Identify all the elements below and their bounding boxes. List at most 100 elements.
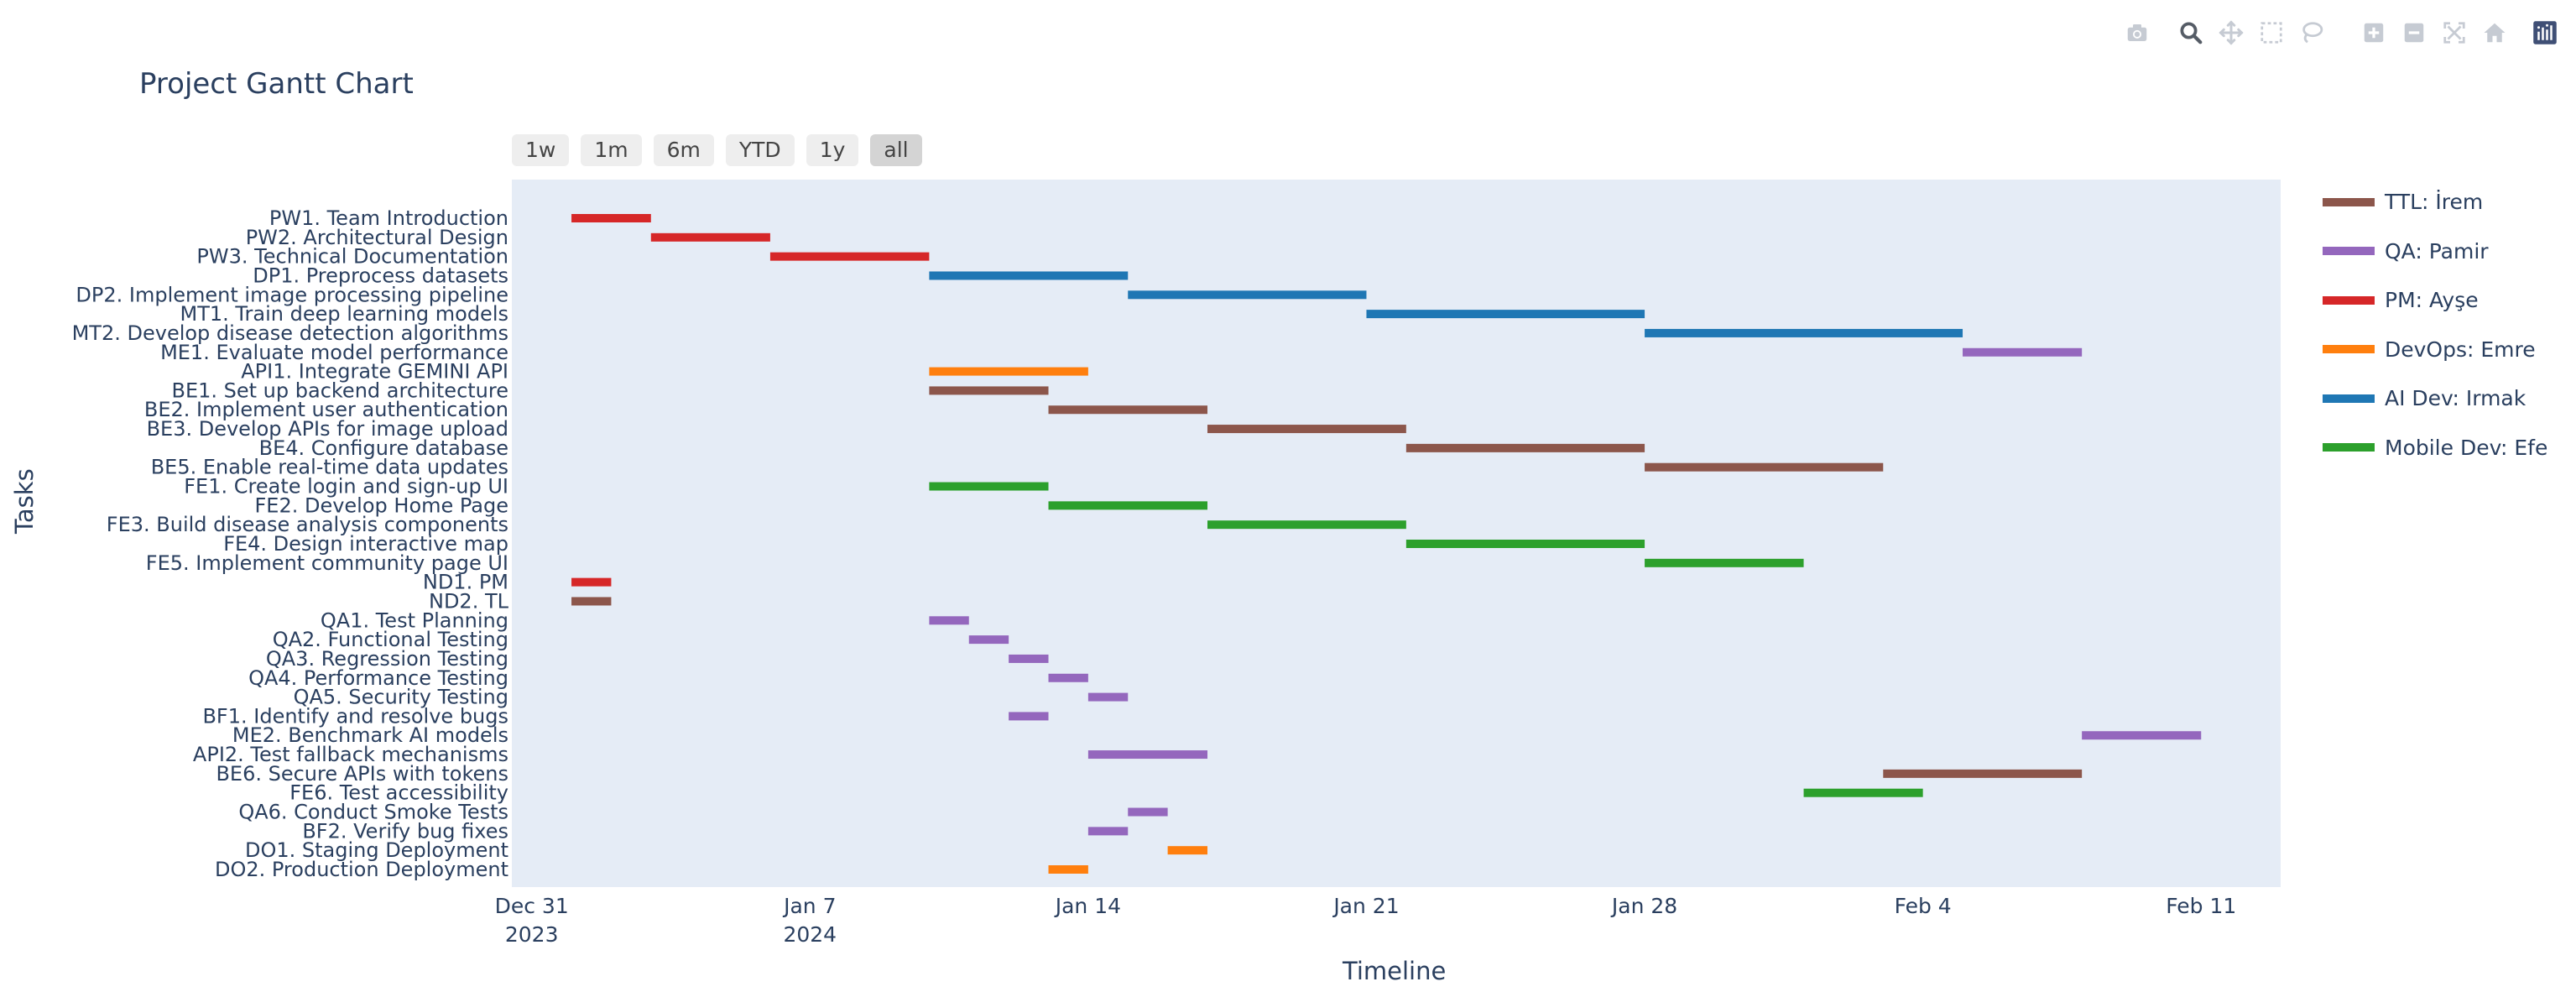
legend-item[interactable]: QA: Pamir — [2323, 239, 2489, 264]
gantt-bar[interactable] — [2082, 731, 2202, 740]
task-label: BE6. Secure APIs with tokens — [216, 762, 508, 786]
plotly-logo-icon[interactable] — [2531, 18, 2559, 47]
gantt-bar[interactable] — [968, 635, 1009, 645]
task-label: BF2. Verify bug fixes — [302, 819, 508, 843]
legend-item[interactable]: PM: Ayşe — [2323, 288, 2479, 312]
task-label: QA4. Performance Testing — [248, 666, 508, 690]
legend-swatch — [2323, 197, 2375, 206]
gantt-bar[interactable] — [1645, 558, 1804, 567]
chart-title: Project Gantt Chart — [139, 67, 414, 101]
autoscale-icon[interactable] — [2440, 18, 2469, 47]
gantt-bar[interactable] — [1645, 328, 1963, 337]
task-label: DP1. Preprocess datasets — [253, 264, 508, 287]
range-button-all[interactable]: all — [870, 134, 922, 166]
task-label: QA6. Conduct Smoke Tests — [238, 801, 508, 824]
gantt-bar[interactable] — [1207, 425, 1406, 434]
task-label: PW3. Technical Documentation — [196, 245, 508, 269]
gantt-bar[interactable] — [1883, 769, 2083, 778]
task-label: BE4. Configure database — [259, 436, 508, 460]
gantt-bar[interactable] — [1207, 520, 1406, 530]
range-button-ytd[interactable]: YTD — [725, 134, 795, 166]
task-label: BF1. Identify and resolve bugs — [202, 704, 508, 728]
task-label: ND1. PM — [423, 571, 508, 594]
gantt-bar[interactable] — [1048, 865, 1088, 874]
gantt-bar[interactable] — [571, 577, 612, 587]
x-tick-year-label: 2024 — [783, 922, 837, 947]
gantt-bar[interactable] — [1963, 347, 2083, 357]
legend-swatch — [2323, 345, 2375, 353]
task-label: QA2. Functional Testing — [273, 628, 508, 651]
plot-area[interactable] — [512, 180, 2281, 887]
gantt-bar[interactable] — [1366, 310, 1645, 319]
range-button-1w[interactable]: 1w — [512, 134, 570, 166]
gantt-bar[interactable] — [1128, 290, 1367, 300]
x-tick-label: Jan 7 — [782, 894, 836, 918]
task-label: BE1. Set up backend architecture — [171, 379, 508, 402]
gantt-bar[interactable] — [929, 367, 1088, 376]
task-label: BE5. Enable real-time data updates — [151, 456, 508, 479]
pan-icon[interactable] — [2217, 18, 2245, 47]
task-label: BE2. Implement user authentication — [144, 398, 508, 421]
x-tick-label: Dec 31 — [495, 894, 569, 918]
x-axis-title: Timeline — [1343, 957, 1447, 985]
gantt-bar[interactable] — [929, 616, 969, 625]
gantt-bar[interactable] — [1009, 712, 1049, 721]
gantt-bar[interactable] — [1087, 827, 1129, 836]
x-tick-year-label: 2023 — [505, 922, 559, 947]
task-label: ND2. TL — [429, 589, 509, 613]
gantt-bar[interactable] — [1048, 405, 1207, 415]
camera-icon[interactable] — [2123, 18, 2151, 47]
range-button-1m[interactable]: 1m — [581, 134, 642, 166]
legend-item[interactable]: Mobile Dev: Efe — [2323, 436, 2547, 460]
gantt-bars — [571, 214, 2202, 874]
gantt-bar[interactable] — [1405, 540, 1645, 548]
zoom-in-icon[interactable] — [2360, 18, 2388, 47]
legend-item[interactable]: DevOps: Emre — [2323, 337, 2536, 362]
task-label: DP2. Implement image processing pipeline — [76, 283, 508, 306]
gantt-bar[interactable] — [1803, 788, 1923, 797]
gantt-bar[interactable] — [1048, 501, 1207, 510]
reset-axes-icon[interactable] — [2480, 18, 2509, 47]
modebar — [2123, 18, 2559, 49]
task-label: PW2. Architectural Design — [246, 226, 508, 249]
range-button-1y[interactable]: 1y — [806, 134, 859, 166]
gantt-bar[interactable] — [650, 232, 770, 242]
gantt-bar[interactable] — [1405, 443, 1645, 452]
task-label: ME1. Evaluate model performance — [160, 341, 508, 364]
zoom-out-icon[interactable] — [2400, 18, 2428, 47]
task-label: FE6. Test accessibility — [289, 781, 508, 805]
gantt-bar[interactable] — [1167, 846, 1207, 855]
task-label: FE3. Build disease analysis components — [107, 513, 508, 536]
zoom-icon[interactable] — [2177, 18, 2205, 47]
gantt-bar[interactable] — [571, 597, 612, 606]
gantt-bar[interactable] — [929, 482, 1049, 491]
task-label: API1. Integrate GEMINI API — [241, 360, 508, 384]
box-select-icon[interactable] — [2257, 18, 2286, 47]
task-label: BE3. Develop APIs for image upload — [147, 417, 508, 441]
gantt-bar[interactable] — [1087, 750, 1207, 760]
legend-label: QA: Pamir — [2385, 238, 2489, 264]
gantt-bar[interactable] — [929, 271, 1129, 280]
legend-swatch — [2323, 247, 2375, 255]
lasso-select-icon[interactable] — [2297, 18, 2326, 47]
gantt-bar[interactable] — [929, 386, 1049, 395]
task-label: FE2. Develop Home Page — [254, 493, 508, 517]
gantt-bar[interactable] — [1009, 654, 1049, 663]
y-axis-title: Tasks — [10, 468, 39, 534]
legend-item[interactable]: AI Dev: Irmak — [2323, 386, 2526, 410]
task-label: API2. Test fallback mechanisms — [193, 743, 508, 766]
task-label: ME2. Benchmark AI models — [232, 723, 508, 747]
gantt-bar[interactable] — [1048, 673, 1088, 682]
x-tick-label: Jan 28 — [1610, 894, 1677, 918]
range-selector: 1w 1m 6m YTD 1y all — [512, 134, 922, 166]
gantt-bar[interactable] — [571, 214, 651, 222]
task-label: DO2. Production Deployment — [215, 858, 508, 881]
x-axis-ticks: Dec 31 2023 Jan 7 2024 Jan 14 Jan 21 Jan 28 Feb… — [495, 894, 2237, 947]
legend-item[interactable]: TTL: İrem — [2323, 190, 2483, 214]
range-button-6m[interactable]: 6m — [653, 134, 714, 166]
gantt-bar[interactable] — [1128, 807, 1168, 817]
gantt-bar[interactable] — [1087, 692, 1129, 702]
gantt-bar[interactable] — [1645, 462, 1884, 472]
gantt-bar[interactable] — [769, 252, 930, 261]
